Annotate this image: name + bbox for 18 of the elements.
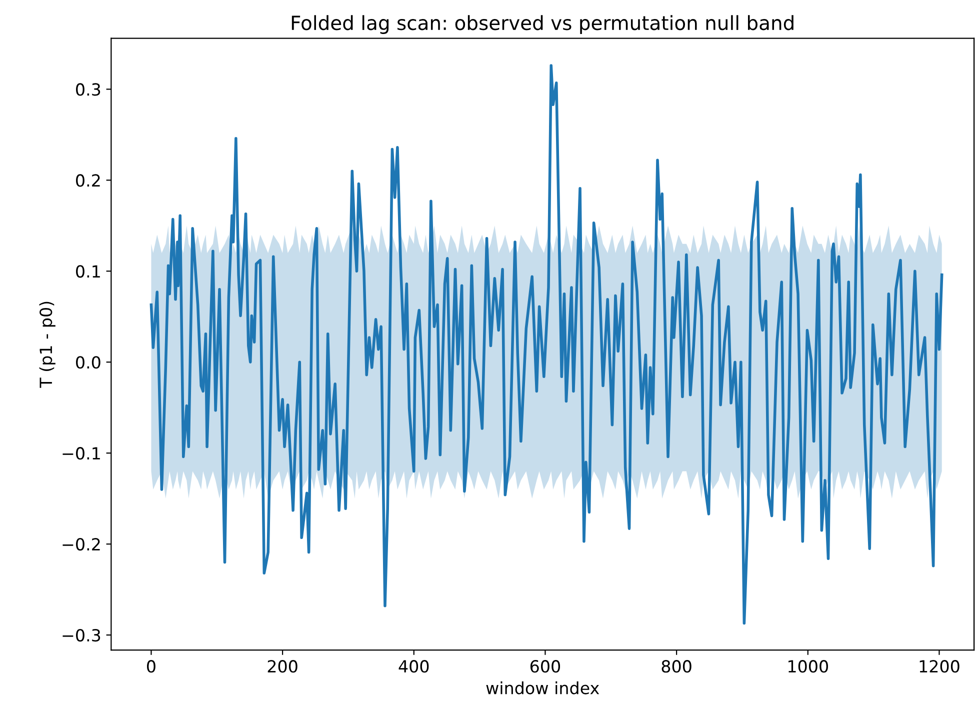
y-tick-label: 0.0 bbox=[76, 356, 100, 369]
x-tick-label: 1000 bbox=[788, 660, 828, 673]
x-tick-label: 1200 bbox=[920, 660, 960, 673]
y-tick-label: −0.3 bbox=[62, 628, 100, 642]
y-tick-label: 0.3 bbox=[76, 83, 100, 96]
x-tick-label: 200 bbox=[268, 660, 298, 673]
x-tick-label: 600 bbox=[530, 660, 560, 673]
x-tick-label: 400 bbox=[398, 660, 429, 673]
y-tick-label: −0.2 bbox=[62, 538, 100, 551]
x-tick-label: 0 bbox=[147, 660, 156, 673]
chart-title: Folded lag scan: observed vs permutation null band bbox=[292, 15, 794, 34]
x-axis-title: window index bbox=[486, 681, 600, 694]
y-axis-title: T (p1 - p0) bbox=[39, 302, 56, 388]
y-tick-label: 0.2 bbox=[76, 174, 100, 187]
y-tick-label: −0.1 bbox=[62, 447, 100, 460]
x-tick-label: 800 bbox=[662, 660, 692, 673]
y-tick-label: 0.1 bbox=[76, 265, 100, 278]
line-series bbox=[150, 64, 944, 625]
